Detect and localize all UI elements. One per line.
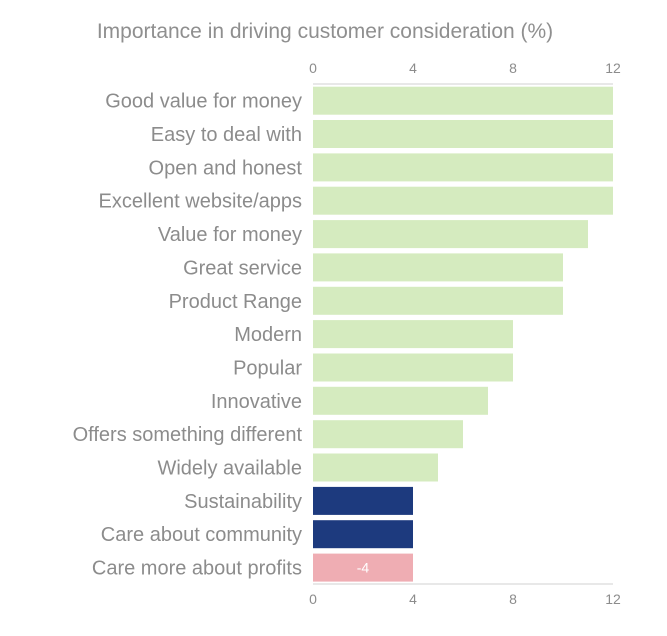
top-tick-label: 0	[309, 60, 317, 76]
category-label: Open and honest	[149, 157, 303, 179]
category-label: Sustainability	[184, 491, 302, 513]
data-labels: -4	[357, 560, 370, 576]
bar-light	[313, 120, 613, 148]
category-label: Value for money	[158, 224, 302, 246]
category-label: Care more about profits	[92, 558, 302, 580]
bar-light	[313, 220, 588, 249]
bar-light	[313, 153, 613, 182]
bottom-tick-label: 0	[309, 591, 317, 607]
category-label: Good value for money	[105, 91, 302, 113]
category-label: Excellent website/apps	[99, 191, 302, 213]
bottom-tick-label: 8	[509, 591, 517, 607]
bars	[313, 86, 613, 582]
chart-title: Importance in driving customer considera…	[97, 20, 553, 43]
bar-light	[313, 353, 513, 382]
category-label: Modern	[234, 324, 302, 346]
category-labels: Good value for money Easy to deal with Ope…	[73, 91, 303, 580]
top-tick-label: 8	[509, 60, 517, 76]
top-tick-labels: 0 4 8 12	[309, 60, 621, 76]
bottom-tick-labels: 0 4 8 12	[309, 591, 621, 607]
category-label: Popular	[233, 357, 302, 379]
bar-light	[313, 286, 563, 315]
bar-light	[313, 420, 463, 449]
category-label: Easy to deal with	[151, 124, 302, 146]
top-tick-label: 12	[605, 60, 621, 76]
bottom-tick-label: 4	[409, 591, 417, 607]
bar-light	[313, 386, 488, 415]
bottom-tick-label: 12	[605, 591, 621, 607]
category-label: Great service	[183, 257, 302, 279]
bar-light	[313, 453, 438, 482]
bar-dark	[313, 520, 413, 549]
category-label: Innovative	[211, 391, 302, 413]
bar-light	[313, 186, 613, 215]
category-label: Care about community	[101, 524, 302, 546]
top-tick-label: 4	[409, 60, 417, 76]
data-label: -4	[357, 560, 370, 576]
bar-dark	[313, 486, 413, 515]
bar-light	[313, 320, 513, 349]
bar-light	[313, 253, 563, 282]
bar-negative	[313, 553, 413, 582]
category-label: Offers something different	[73, 424, 303, 446]
category-label: Widely available	[157, 458, 302, 480]
bar-light	[313, 86, 613, 115]
category-label: Product Range	[169, 291, 302, 313]
